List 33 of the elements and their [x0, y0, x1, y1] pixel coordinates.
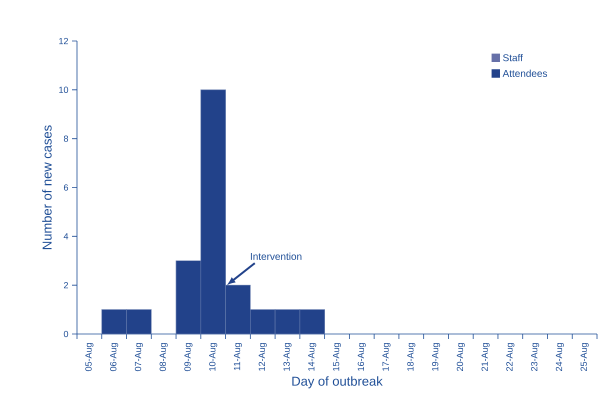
- y-tick-label: 4: [64, 233, 68, 240]
- x-tick-label: 06-Aug: [110, 343, 118, 372]
- y-tick-label: 2: [64, 282, 68, 288]
- x-tick-label: 19-Aug: [432, 343, 440, 371]
- x-tick-label: 25-Aug: [580, 343, 589, 371]
- x-tick-label: 12-Aug: [258, 343, 267, 371]
- y-tick-label: 12: [59, 38, 68, 44]
- y-axis-title: Number of new cases: [42, 125, 52, 250]
- x-tick-label: 21-Aug: [482, 343, 490, 371]
- x-tick-label: 18-Aug: [407, 343, 416, 371]
- x-tick-label: 11-Aug: [234, 343, 242, 370]
- y-tick-label: 8: [64, 135, 68, 142]
- x-tick-label: 08-Aug: [160, 343, 168, 372]
- x-axis-title: Day of outbreak: [292, 376, 383, 388]
- y-tick-label: 10: [59, 86, 68, 94]
- x-tick-label: 23-Aug: [531, 343, 540, 371]
- x-tick-label: 16-Aug: [358, 343, 366, 371]
- x-tick-label: 09-Aug: [184, 343, 192, 372]
- x-tick-label: 14-Aug: [308, 343, 316, 371]
- x-tick-label: 10-Aug: [209, 343, 218, 371]
- x-tick-label: 17-Aug: [382, 343, 391, 371]
- legend-label: Attendees: [502, 70, 548, 77]
- x-tick-label: 07-Aug: [134, 343, 143, 372]
- x-tick-label: 22-Aug: [506, 343, 514, 371]
- x-tick-label: 24-Aug: [556, 343, 564, 371]
- x-tick-label: 05-Aug: [85, 343, 94, 372]
- x-tick-label: 13-Aug: [283, 343, 292, 371]
- legend-label: Staff: [503, 54, 523, 62]
- annotation: Intervention: [250, 252, 302, 260]
- x-tick-label: 15-Aug: [332, 343, 342, 371]
- y-tick-label: 0: [64, 330, 68, 338]
- y-tick-label: 6: [64, 184, 68, 191]
- x-tick-label: 20-Aug: [456, 343, 465, 371]
